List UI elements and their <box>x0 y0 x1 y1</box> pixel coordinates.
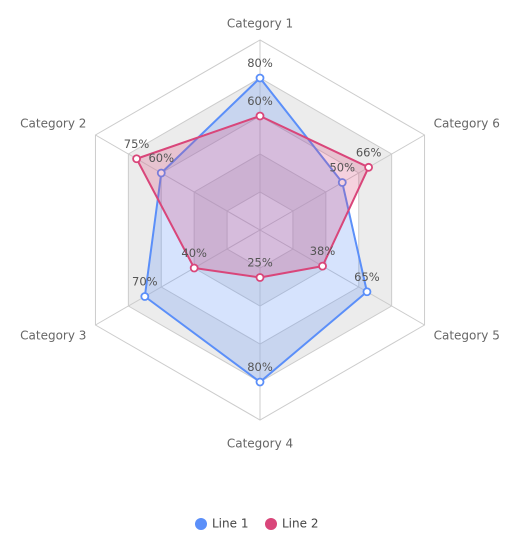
category-label-4: Category 4 <box>227 437 293 451</box>
legend[interactable]: Line 1 Line 2 <box>195 517 318 531</box>
category-label-1: Category 1 <box>227 17 293 31</box>
series-2-point-6[interactable] <box>364 162 373 172</box>
legend-item-2[interactable]: Line 2 <box>265 517 318 531</box>
series-2-label-6: 66% <box>356 145 382 159</box>
series-1-label-2: 60% <box>148 151 174 165</box>
series-1-label-6: 50% <box>329 161 355 175</box>
series-2-point-3[interactable] <box>189 263 199 273</box>
series-1-label-3: 70% <box>132 275 158 289</box>
series-2-label-5: 38% <box>310 244 336 258</box>
axis-spoke-3 <box>95 229 261 326</box>
legend-marker-2 <box>265 518 277 530</box>
series-1-point-4[interactable] <box>255 377 265 387</box>
series-1-label-1: 80% <box>247 56 273 70</box>
data-labels: 80%60%70%80%65%50%60%75%40%25%38%66% <box>124 56 382 374</box>
series-2-point-4[interactable] <box>255 273 265 282</box>
series-2-point-1[interactable] <box>255 111 265 121</box>
series-1-point-3[interactable] <box>140 292 150 301</box>
series-1-point-5[interactable] <box>362 287 372 297</box>
series-1-point-1[interactable] <box>255 73 265 83</box>
series-2-label-4: 25% <box>247 256 273 270</box>
category-labels: Category 1 Category 2 Category 3 Category 4… <box>20 17 500 451</box>
series-2-point-2[interactable] <box>132 154 141 164</box>
series-1-point-6[interactable] <box>337 178 347 187</box>
series-1-label-4: 80% <box>247 360 273 374</box>
axis-spoke-2 <box>95 134 261 231</box>
legend-label-2: Line 2 <box>282 517 318 531</box>
legend-item-1[interactable]: Line 1 <box>195 517 248 531</box>
category-label-6: Category 6 <box>434 117 500 131</box>
category-label-5: Category 5 <box>434 329 500 343</box>
radar-series <box>132 73 373 387</box>
series-2-label-2: 75% <box>124 137 150 151</box>
series-2-point-5[interactable] <box>318 261 327 271</box>
legend-marker-1 <box>195 518 207 530</box>
series-1-point-2[interactable] <box>156 168 166 178</box>
category-label-2: Category 2 <box>20 117 86 131</box>
axis-spoke-5 <box>259 229 425 326</box>
series-1-label-5: 65% <box>354 270 380 284</box>
series-2-label-3: 40% <box>181 246 207 260</box>
series-2-label-1: 60% <box>247 94 273 108</box>
category-label-3: Category 3 <box>20 329 86 343</box>
legend-label-1: Line 1 <box>212 517 248 531</box>
